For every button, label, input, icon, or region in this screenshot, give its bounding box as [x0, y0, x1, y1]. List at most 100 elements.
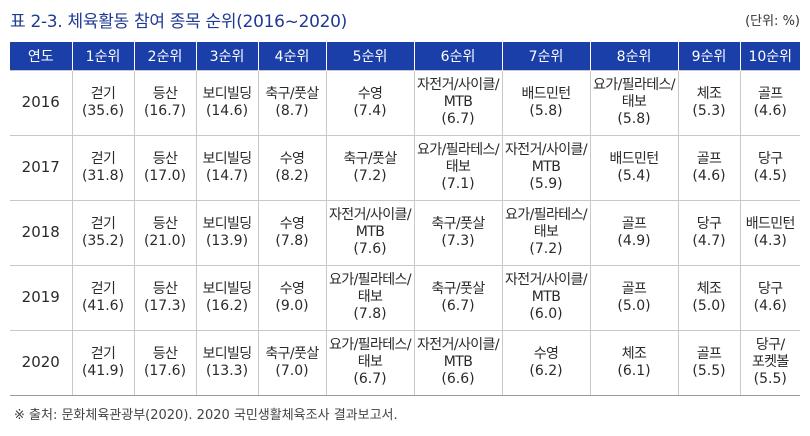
- rank-cell: 자전거/사이클/ MTB (5.9): [501, 134, 590, 201]
- rank-cell: 보디빌딩 (13.9): [195, 199, 258, 266]
- rank-cell: 수영 (7.8): [257, 199, 326, 266]
- rank-cell: 배드민턴 (5.4): [589, 134, 678, 201]
- participation-percent: (7.6): [353, 241, 387, 258]
- sport-name: 걷기: [90, 345, 116, 362]
- sport-name: 요가/필라테스/ 태보: [329, 272, 412, 306]
- rank-cell: 보디빌딩 (14.6): [195, 69, 258, 136]
- participation-percent: (17.0): [143, 167, 187, 184]
- table-body: 2016 걷기 (35.6) 등산 (16.7) 보디빌딩 (14.6) 축구/풋살 (8.7)…: [10, 69, 800, 397]
- sport-name: 자전거/사이클/ MTB: [417, 77, 500, 111]
- rank-cell: 체조 (5.3): [677, 69, 740, 136]
- participation-percent: (13.3): [205, 362, 249, 379]
- table-row: 2017 걷기 (31.8) 등산 (17.0) 보디빌딩 (14.7) 수영 (8.2) 축구/…: [10, 134, 800, 201]
- sport-name: 축구/풋살: [265, 85, 319, 102]
- rank-cell: 등산 (16.7): [133, 69, 196, 136]
- participation-percent: (4.6): [753, 297, 787, 314]
- sport-name: 보디빌딩: [202, 215, 252, 232]
- participation-percent: (16.7): [143, 102, 187, 119]
- rank-cell: 걷기 (35.2): [71, 199, 134, 266]
- year-cell: 2017: [10, 134, 72, 201]
- participation-percent: (5.0): [692, 297, 726, 314]
- header-rank-10: 10순위: [739, 42, 800, 70]
- header-rank-3: 3순위: [195, 42, 258, 70]
- rank-cell: 걷기 (41.9): [71, 329, 134, 397]
- sport-name: 등산: [152, 215, 178, 232]
- sport-name: 등산: [152, 345, 178, 362]
- sport-name: 골프: [696, 150, 722, 167]
- participation-percent: (16.2): [205, 297, 249, 314]
- sport-name: 골프: [621, 280, 647, 297]
- rank-cell: 축구/풋살 (7.0): [257, 329, 326, 397]
- sport-name: 당구: [757, 280, 783, 297]
- participation-percent: (41.6): [81, 297, 125, 314]
- sport-name: 자전거/사이클/ MTB: [417, 337, 500, 371]
- participation-percent: (35.2): [81, 232, 125, 249]
- header-rank-1: 1순위: [71, 42, 134, 70]
- sport-name: 골프: [621, 215, 647, 232]
- sport-name: 당구/ 포켓볼: [751, 337, 789, 371]
- rank-cell: 자전거/사이클/ MTB (6.6): [413, 329, 502, 397]
- sport-name: 축구/풋살: [265, 345, 319, 362]
- sport-name: 요가/필라테스/ 태보: [417, 142, 500, 176]
- participation-percent: (6.1): [617, 362, 651, 379]
- rank-cell: 자전거/사이클/ MTB (6.0): [501, 264, 590, 331]
- sport-name: 배드민턴: [745, 215, 796, 232]
- rank-cell: 걷기 (35.6): [71, 69, 134, 136]
- rank-cell: 당구 (4.7): [677, 199, 740, 266]
- rank-cell: 배드민턴 (4.3): [739, 199, 800, 266]
- participation-percent: (6.7): [441, 297, 475, 314]
- rank-cell: 축구/풋살 (8.7): [257, 69, 326, 136]
- participation-percent: (4.5): [753, 167, 787, 184]
- rank-cell: 등산 (17.3): [133, 264, 196, 331]
- rank-cell: 등산 (21.0): [133, 199, 196, 266]
- sport-name: 축구/풋살: [431, 280, 485, 297]
- rank-cell: 수영 (8.2): [257, 134, 326, 201]
- participation-percent: (6.6): [441, 371, 475, 388]
- header-rank-4: 4순위: [257, 42, 326, 70]
- rank-cell: 요가/필라테스/ 태보 (6.7): [325, 329, 414, 397]
- participation-percent: (7.3): [441, 232, 475, 249]
- participation-percent: (8.2): [275, 167, 309, 184]
- table-row: 2016 걷기 (35.6) 등산 (16.7) 보디빌딩 (14.6) 축구/풋살 (8.7)…: [10, 69, 800, 136]
- sport-name: 등산: [152, 280, 178, 297]
- participation-percent: (14.6): [205, 102, 249, 119]
- rank-cell: 요가/필라테스/ 태보 (7.2): [501, 199, 590, 266]
- participation-percent: (7.4): [353, 102, 387, 119]
- sport-name: 수영: [279, 280, 305, 297]
- sport-name: 걷기: [90, 280, 116, 297]
- sport-name: 수영: [533, 345, 559, 362]
- sport-name: 요가/필라테스/ 태보: [505, 207, 588, 241]
- rank-cell: 체조 (5.0): [677, 264, 740, 331]
- rank-cell: 축구/풋살 (7.2): [325, 134, 414, 201]
- sport-name: 수영: [357, 85, 383, 102]
- header-rank-7: 7순위: [501, 42, 590, 70]
- sport-name: 걷기: [90, 85, 116, 102]
- participation-percent: (13.9): [205, 232, 249, 249]
- sport-name: 자전거/사이클/ MTB: [329, 207, 412, 241]
- rank-cell: 걷기 (31.8): [71, 134, 134, 201]
- participation-percent: (5.3): [692, 102, 726, 119]
- rank-cell: 수영 (7.4): [325, 69, 414, 136]
- sport-name: 걷기: [90, 150, 116, 167]
- sport-name: 배드민턴: [521, 85, 571, 102]
- header-rank-5: 5순위: [325, 42, 414, 70]
- header-year: 연도: [10, 42, 72, 70]
- participation-percent: (35.6): [81, 102, 125, 119]
- sport-name: 수영: [279, 150, 305, 167]
- sport-name: 당구: [696, 215, 722, 232]
- rank-cell: 보디빌딩 (16.2): [195, 264, 258, 331]
- sport-name: 체조: [696, 280, 722, 297]
- rank-cell: 수영 (9.0): [257, 264, 326, 331]
- rank-cell: 골프 (5.5): [677, 329, 740, 397]
- sport-name: 배드민턴: [609, 150, 659, 167]
- sport-name: 보디빌딩: [202, 150, 252, 167]
- rank-cell: 골프 (5.0): [589, 264, 678, 331]
- table-header: 연도 1순위 2순위 3순위 4순위 5순위 6순위 7순위 8순위 9순위 10순위: [10, 42, 800, 70]
- sport-name: 골프: [696, 345, 722, 362]
- rank-cell: 당구 (4.6): [739, 264, 800, 331]
- ranking-table: 연도 1순위 2순위 3순위 4순위 5순위 6순위 7순위 8순위 9순위 10순위 2016 걷기…: [10, 42, 800, 397]
- sport-name: 등산: [152, 85, 178, 102]
- sport-name: 보디빌딩: [202, 280, 252, 297]
- year-cell: 2016: [10, 69, 72, 136]
- sport-name: 걷기: [90, 215, 116, 232]
